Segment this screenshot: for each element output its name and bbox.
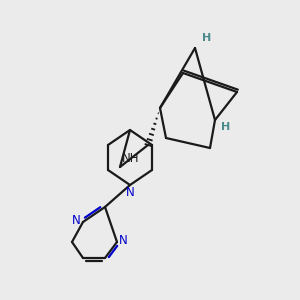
Text: N: N <box>126 186 134 199</box>
Text: H: H <box>221 122 230 132</box>
Text: N: N <box>119 235 128 248</box>
Text: H: H <box>202 33 211 43</box>
Text: N: N <box>72 214 81 227</box>
Text: NH: NH <box>122 152 140 165</box>
